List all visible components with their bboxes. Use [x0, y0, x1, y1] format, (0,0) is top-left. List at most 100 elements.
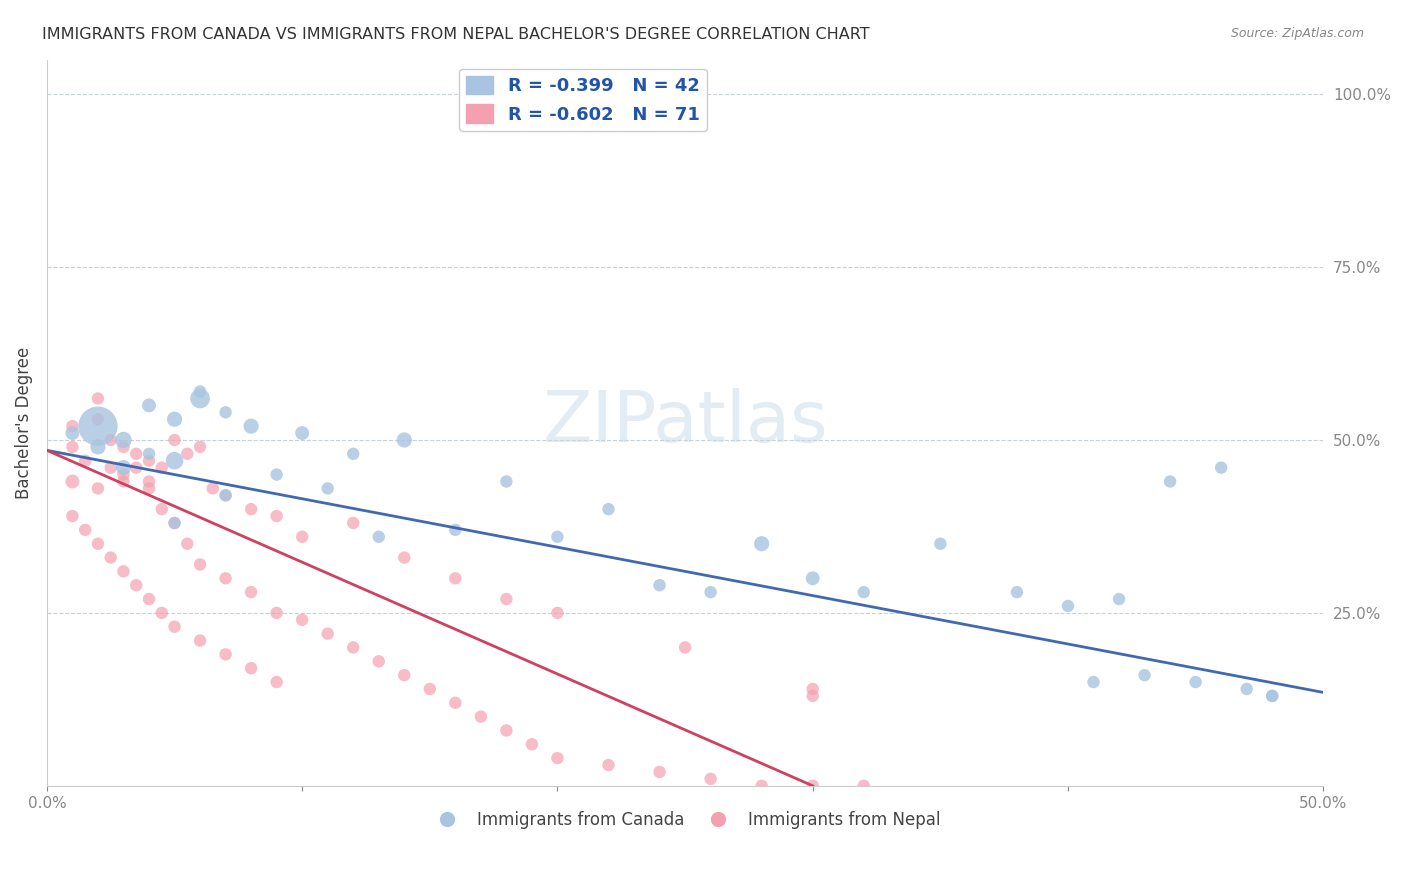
Point [112, 467, 135, 482]
Point [163, 412, 186, 426]
Point [1108, 592, 1130, 607]
Point [87, 537, 110, 551]
Point [648, 764, 671, 779]
Point [87, 419, 110, 434]
Point [125, 578, 148, 592]
Point [214, 488, 236, 502]
Y-axis label: Bachelor's Degree: Bachelor's Degree [15, 347, 32, 499]
Point [367, 530, 389, 544]
Point [138, 475, 160, 489]
Point [163, 620, 186, 634]
Point [75, 454, 97, 468]
Point [394, 433, 416, 447]
Point [520, 737, 543, 751]
Point [112, 460, 135, 475]
Point [699, 772, 721, 786]
Point [394, 550, 416, 565]
Point [138, 454, 160, 468]
Point [62, 419, 84, 434]
Point [125, 447, 148, 461]
Point [188, 633, 211, 648]
Point [214, 571, 236, 585]
Point [188, 384, 211, 399]
Point [163, 516, 186, 530]
Point [62, 509, 84, 524]
Point [1236, 681, 1258, 696]
Point [176, 447, 198, 461]
Point [62, 440, 84, 454]
Point [291, 530, 314, 544]
Point [188, 392, 211, 406]
Point [1184, 675, 1206, 690]
Point [419, 681, 441, 696]
Point [291, 426, 314, 441]
Point [87, 482, 110, 496]
Point [100, 550, 122, 565]
Point [470, 709, 492, 723]
Point [163, 433, 186, 447]
Point [87, 412, 110, 426]
Point [751, 779, 773, 793]
Point [598, 502, 620, 516]
Point [367, 654, 389, 668]
Point [266, 467, 288, 482]
Point [138, 398, 160, 412]
Point [75, 523, 97, 537]
Point [342, 640, 364, 655]
Point [495, 475, 517, 489]
Legend: Immigrants from Canada, Immigrants from Nepal: Immigrants from Canada, Immigrants from … [423, 805, 946, 836]
Point [598, 758, 620, 772]
Point [62, 426, 84, 441]
Point [1005, 585, 1028, 599]
Point [163, 516, 186, 530]
Point [100, 433, 122, 447]
Point [316, 626, 339, 640]
Point [214, 405, 236, 419]
Point [201, 482, 224, 496]
Point [495, 592, 517, 607]
Point [546, 606, 568, 620]
Point [138, 592, 160, 607]
Point [176, 537, 198, 551]
Point [266, 509, 288, 524]
Point [112, 565, 135, 579]
Point [240, 502, 263, 516]
Point [150, 502, 173, 516]
Point [546, 530, 568, 544]
Point [150, 460, 173, 475]
Point [87, 392, 110, 406]
Point [394, 668, 416, 682]
Point [214, 648, 236, 662]
Point [444, 523, 467, 537]
Point [87, 440, 110, 454]
Point [188, 558, 211, 572]
Point [266, 675, 288, 690]
Point [673, 640, 696, 655]
Point [100, 460, 122, 475]
Point [188, 440, 211, 454]
Point [240, 585, 263, 599]
Point [1057, 599, 1080, 613]
Point [342, 516, 364, 530]
Point [163, 454, 186, 468]
Point [1159, 475, 1181, 489]
Point [214, 488, 236, 502]
Point [801, 571, 824, 585]
Point [546, 751, 568, 765]
Point [751, 537, 773, 551]
Point [699, 585, 721, 599]
Point [291, 613, 314, 627]
Point [801, 689, 824, 703]
Point [1133, 668, 1156, 682]
Point [801, 681, 824, 696]
Text: Source: ZipAtlas.com: Source: ZipAtlas.com [1230, 27, 1364, 40]
Point [1083, 675, 1105, 690]
Point [444, 571, 467, 585]
Point [240, 661, 263, 675]
Point [62, 475, 84, 489]
Point [112, 440, 135, 454]
Point [240, 419, 263, 434]
Point [138, 482, 160, 496]
Point [801, 779, 824, 793]
Point [495, 723, 517, 738]
